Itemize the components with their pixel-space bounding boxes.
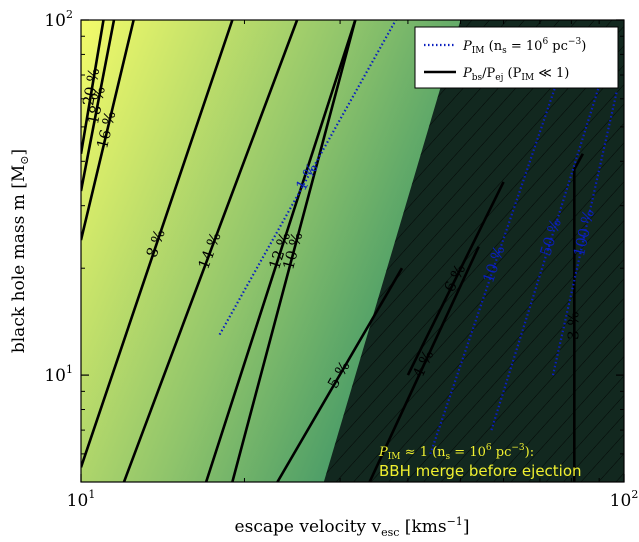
black-contour-line-10 [573,153,585,482]
pim-contour-line-1 [429,74,561,455]
annotation-line1: PIM ≈ 1 (ns = 106 pc−3): [378,443,534,462]
black-contour-line-8 [276,267,404,482]
black-contour-line-7 [406,181,505,376]
pim-contour-line-2 [490,44,613,431]
black-contours [81,20,585,482]
legend: PIM (ns = 106 pc−3) Pbs/Pej (PIM ≪ 1) [414,26,619,89]
black-contour-line-2 [81,20,116,192]
y-tick-label-0: 101 [44,363,73,386]
x-axis-label: escape velocity vesc [kms−1] [235,515,470,539]
pim-contour-line-0 [218,20,397,336]
x-tick-label-1: 102 [610,488,639,511]
axis-ticks: 101 102 101 102 [44,8,638,511]
black-contour-line-3 [81,20,105,155]
black-contour-line-6 [231,20,357,482]
black-contour-labels: 8 %16 %18 %20 %14 % 12 %10 %6 %5 % 4 %3 % [79,66,582,391]
black-contour-line-1 [81,20,135,241]
black-contour-label-10: 3 % [564,311,582,340]
legend-entry-pbs: Pbs/Pej (PIM ≪ 1) [462,66,569,83]
black-contour-line-5 [204,20,357,482]
black-contour-line-4 [122,20,299,482]
x-tick-label-0: 101 [67,488,96,511]
black-contour-line-0 [81,20,234,468]
legend-entry-pim: PIM (ns = 106 pc−3) [462,37,586,56]
y-tick-label-1: 102 [44,8,73,31]
y-axis-label: black hole mass m [M⊙] [9,149,31,353]
plot-frame [80,19,625,483]
legend-box [414,26,619,89]
pim-contours [218,20,618,455]
annotation-line2: BBH merge before ejection [379,462,582,480]
pim-contour-line-3 [551,91,618,376]
merge-region-hatch [323,20,624,482]
black-contour-line-9 [368,246,480,482]
